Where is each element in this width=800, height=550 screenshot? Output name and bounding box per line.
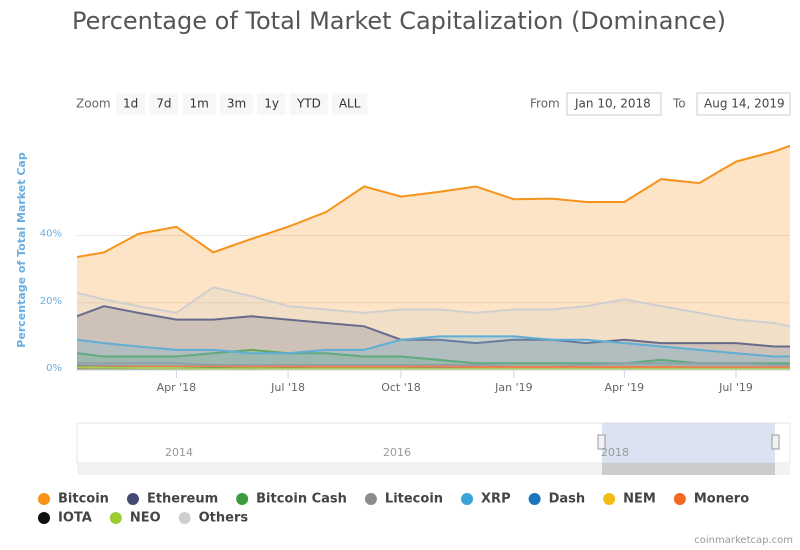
area [77,145,790,370]
navigator-label: 2018 [601,446,629,459]
zoom-button-label[interactable]: ALL [339,97,361,111]
navigator-label: 2016 [383,446,411,459]
legend-label[interactable]: Dash [549,492,586,507]
x-tick-label: Oct '18 [381,381,421,394]
zoom-button-bg[interactable] [149,93,179,115]
zoom-button-bg[interactable] [331,93,368,115]
legend-marker[interactable] [236,493,249,505]
series [77,366,790,370]
legend-label[interactable]: NEO [130,511,161,526]
legend-label[interactable]: Monero [694,492,749,507]
from-input[interactable] [566,92,662,116]
x-tick-label: Jan '19 [494,381,532,394]
legend-label[interactable]: NEM [623,492,656,507]
zoom-label: Zoom [76,97,111,111]
series [77,144,790,370]
credit: coinmarketcap.com [694,535,793,546]
legend-marker[interactable] [109,512,122,524]
to-date[interactable]: Aug 14, 2019 [704,97,785,111]
zoom-button[interactable]: 7d [149,93,179,115]
zoom-button-label[interactable]: YTD [296,97,321,111]
line [77,286,790,328]
zoom-button[interactable]: 1d [116,93,146,115]
y-axis-title: Percentage of Total Market Cap [15,152,28,348]
line [77,362,790,368]
series [77,286,790,370]
navigator-handle[interactable] [771,434,780,450]
zoom-button-bg[interactable] [289,93,328,115]
line [77,365,790,369]
scrollbar-thumb[interactable] [602,463,775,475]
legend-marker[interactable] [38,493,50,505]
zoom-button-bg[interactable] [219,93,254,115]
legend-label[interactable]: Bitcoin [58,492,109,507]
zoom-button[interactable]: YTD [289,93,328,115]
legend-item[interactable]: Ethereum [126,492,218,507]
y-tick-label: 0% [46,363,62,374]
zoom-button[interactable]: ALL [331,93,368,115]
zoom-button-label[interactable]: 7d [156,97,171,111]
zoom-button[interactable]: 3m [219,93,254,115]
zoom-button-label[interactable]: 3m [227,97,246,111]
zoom-button-label[interactable]: 1y [264,97,279,111]
legend-item[interactable]: NEO [109,511,161,526]
line [77,335,790,358]
navigator-label: 2014 [165,446,193,459]
line [77,366,790,370]
legend-label[interactable]: Litecoin [385,492,443,507]
legend-label[interactable]: Bitcoin Cash [256,492,347,507]
legend-label[interactable]: XRP [481,492,511,507]
area [77,287,790,370]
series [77,335,790,370]
legend-item[interactable]: Bitcoin Cash [236,492,347,507]
zoom-button-bg[interactable] [257,93,286,115]
to-input[interactable] [696,92,791,116]
from-label: From [530,97,560,111]
zoom-button-bg[interactable] [182,93,216,115]
legend-item[interactable]: XRP [461,492,511,507]
area [77,336,790,370]
y-tick-label: 40% [40,229,62,240]
legend-marker[interactable] [673,493,686,505]
x-tick-label: Apr '19 [605,381,645,394]
legend-marker[interactable] [126,493,139,505]
legend-item[interactable]: Monero [673,492,749,507]
legend-item[interactable]: Others [178,511,249,526]
x-tick-label: Jul '19 [718,381,753,394]
zoom-button-bg[interactable] [116,93,146,115]
line [77,348,790,365]
zoom-button[interactable]: 1m [182,93,216,115]
legend-item[interactable]: Dash [528,492,586,507]
navigator-selection[interactable] [602,423,775,463]
line [77,305,790,348]
legend-label[interactable]: Ethereum [147,492,218,507]
legend-item[interactable]: IOTA [38,511,92,526]
legend-marker[interactable] [461,493,474,505]
legend-marker[interactable] [603,493,616,505]
y-tick-label: 20% [40,296,62,307]
from-date[interactable]: Jan 10, 2018 [574,97,651,111]
legend-item[interactable]: Bitcoin [38,492,109,507]
line [77,144,790,259]
chart-title: Percentage of Total Market Capitalizatio… [72,7,726,35]
x-tick-label: Apr '18 [157,381,197,394]
legend-item[interactable]: Litecoin [364,492,443,507]
legend-label[interactable]: Others [199,511,249,526]
navigator-handle[interactable] [597,434,606,450]
legend-marker[interactable] [38,512,50,524]
to-label: To [672,97,686,111]
legend-marker[interactable] [178,512,191,524]
zoom-button[interactable]: 1y [257,93,286,115]
legend-marker[interactable] [528,493,541,505]
legend-item[interactable]: NEM [603,492,656,507]
legend-label[interactable]: IOTA [58,511,92,526]
zoom-button-label[interactable]: 1m [190,97,209,111]
x-tick-label: Jul '18 [270,381,305,394]
zoom-button-label[interactable]: 1d [123,97,138,111]
legend-marker[interactable] [364,493,377,505]
